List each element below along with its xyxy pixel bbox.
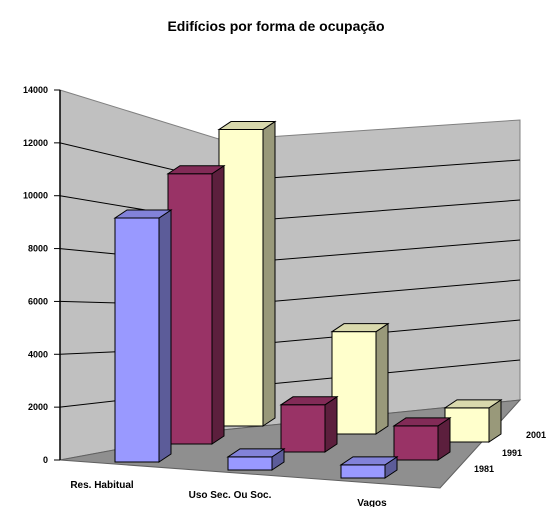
x-tick-label: Vagos bbox=[357, 498, 387, 507]
bar-front bbox=[218, 129, 264, 427]
bar-top bbox=[279, 396, 339, 406]
y-tick-label: 2000 bbox=[28, 402, 48, 412]
x-tick-label: Uso Sec. Ou Soc. bbox=[189, 490, 272, 501]
bar-front bbox=[280, 404, 326, 453]
bar-side bbox=[324, 395, 338, 453]
bar-top bbox=[166, 165, 226, 175]
bar-front bbox=[393, 425, 439, 461]
y-tick-label: 6000 bbox=[28, 296, 48, 306]
bar-top bbox=[226, 448, 286, 458]
bars bbox=[113, 120, 503, 479]
y-tick-label: 12000 bbox=[23, 138, 48, 148]
bar-top bbox=[443, 399, 503, 409]
depth-axis: 1981 1991 2001 bbox=[474, 430, 546, 474]
y-tick-label: 0 bbox=[43, 455, 48, 465]
y-axis: 0 2000 4000 6000 8000 10000 12000 14000 bbox=[23, 85, 61, 465]
bar-top bbox=[392, 417, 452, 427]
bar-1991-res-habitual bbox=[166, 164, 226, 445]
x-tick-label: Res. Habitual bbox=[70, 480, 134, 491]
chart-title: Edifícios por forma de ocupação bbox=[167, 18, 384, 34]
y-tick-label: 4000 bbox=[28, 349, 48, 359]
bar-side bbox=[375, 322, 389, 435]
bar-top bbox=[339, 456, 399, 466]
bar-top bbox=[330, 323, 390, 333]
y-tick-label: 10000 bbox=[23, 191, 48, 201]
bar-2001-uso-sec-ou-soc- bbox=[330, 322, 390, 435]
bar-side bbox=[158, 209, 172, 463]
bar-front bbox=[227, 456, 273, 471]
bar-top bbox=[113, 209, 173, 219]
bar-front bbox=[331, 331, 377, 435]
bar-1981-uso-sec-ou-soc- bbox=[226, 447, 286, 471]
bar-1981-res-habitual bbox=[113, 209, 173, 463]
bar-front bbox=[114, 217, 160, 463]
bar-side bbox=[211, 164, 225, 445]
bar-front bbox=[444, 407, 490, 443]
bar-2001-res-habitual bbox=[217, 120, 277, 427]
bar-1991-uso-sec-ou-soc- bbox=[279, 395, 339, 453]
depth-tick-label: 2001 bbox=[526, 430, 546, 440]
x-axis: Res. Habitual Uso Sec. Ou Soc. Vagos bbox=[70, 480, 387, 507]
bar-1981-vagos bbox=[339, 455, 399, 479]
bar-front bbox=[340, 464, 386, 479]
depth-tick-label: 1991 bbox=[502, 448, 522, 458]
y-tick-label: 8000 bbox=[28, 244, 48, 254]
bar-top bbox=[217, 121, 277, 131]
y-tick-label: 14000 bbox=[23, 85, 48, 95]
depth-tick-label: 1981 bbox=[474, 464, 494, 474]
bar-side bbox=[262, 120, 276, 427]
bar-1991-vagos bbox=[392, 416, 452, 461]
bar-front bbox=[167, 173, 213, 445]
bar-2001-vagos bbox=[443, 398, 503, 443]
